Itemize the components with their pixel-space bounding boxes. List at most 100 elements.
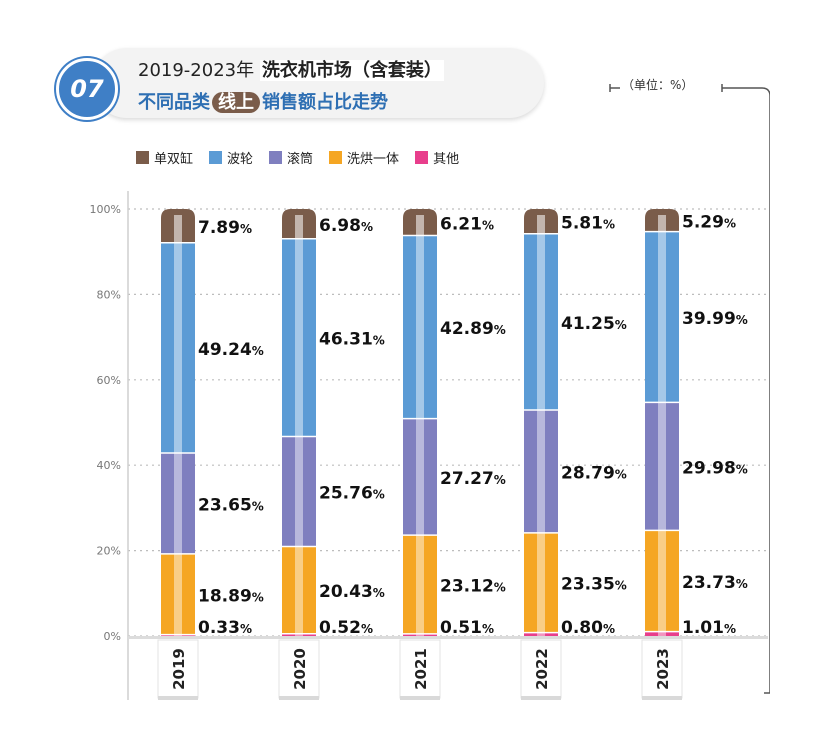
title-online-pill: 线上 xyxy=(212,92,260,113)
bar-segment-top-load xyxy=(524,233,558,410)
data-label: 20.43% xyxy=(319,582,385,602)
x-tick-label: 2022 xyxy=(533,648,551,690)
y-tick-label: 100% xyxy=(90,203,121,216)
bar-highlight xyxy=(174,553,182,635)
bar-segment-other xyxy=(524,632,558,636)
legend-item-other: 其他 xyxy=(415,148,459,167)
bar-highlight xyxy=(174,242,182,453)
data-label: 0.51% xyxy=(440,618,494,638)
bar-highlight xyxy=(174,215,182,243)
bar-segment-top-load xyxy=(403,235,437,419)
bar-segment-other xyxy=(282,633,316,636)
legend-item-front-load: 滚筒 xyxy=(269,148,313,167)
data-label: 29.98% xyxy=(682,458,748,478)
legend-swatch xyxy=(136,151,149,164)
year-tag-base xyxy=(400,696,440,700)
data-label: 49.24% xyxy=(198,340,264,360)
data-label: 0.52% xyxy=(319,618,373,638)
bar-highlight xyxy=(295,215,303,239)
year-tag-base xyxy=(642,696,682,700)
bar-highlight xyxy=(658,530,666,632)
y-tick-label: 80% xyxy=(97,288,121,301)
bar-highlight xyxy=(295,238,303,437)
year-tag-base xyxy=(279,696,319,700)
bar-segment-washer-dryer xyxy=(161,553,195,635)
data-label: 6.98% xyxy=(319,216,373,236)
bar-highlight xyxy=(174,452,182,554)
bar-segment-top-load xyxy=(282,238,316,437)
bar-segment-washer-dryer xyxy=(524,532,558,633)
title-category: 不同品类 xyxy=(138,92,210,113)
y-tick-label: 20% xyxy=(97,545,121,558)
legend: 单双缸 波轮 滚筒 洗烘一体 其他 xyxy=(136,148,459,167)
data-label: 23.12% xyxy=(440,576,506,596)
bar-highlight xyxy=(295,546,303,634)
data-label: 23.35% xyxy=(561,575,627,595)
bar-highlight xyxy=(537,215,545,234)
chart-header: 07 2019-2023年 洗衣机市场（含套装） 不同品类 线上 销售额占比走势 xyxy=(52,46,552,122)
bar-segment-washer-dryer xyxy=(645,530,679,632)
data-label: 28.79% xyxy=(561,463,627,483)
data-label: 0.80% xyxy=(561,618,615,638)
bar-highlight xyxy=(658,215,666,232)
bar-highlight xyxy=(658,231,666,403)
bar-highlight xyxy=(416,418,424,536)
legend-item-top-load: 波轮 xyxy=(209,148,253,167)
baseline xyxy=(128,636,768,639)
data-label: 0.33% xyxy=(198,618,252,638)
bar-highlight xyxy=(416,235,424,419)
bar-highlight xyxy=(416,215,424,236)
x-tick-label: 2023 xyxy=(654,648,672,690)
data-label: 46.31% xyxy=(319,330,385,350)
data-label: 42.89% xyxy=(440,319,506,339)
legend-label: 其他 xyxy=(433,152,460,167)
legend-label: 洗烘一体 xyxy=(347,152,400,167)
bar-highlight xyxy=(295,633,303,636)
legend-label: 单双缸 xyxy=(154,152,194,167)
legend-label: 波轮 xyxy=(227,152,254,167)
bar-highlight xyxy=(658,402,666,531)
data-label: 25.76% xyxy=(319,484,385,504)
unit-label: （单位：%） xyxy=(622,78,694,92)
bar-highlight xyxy=(416,633,424,636)
bar-segment-other xyxy=(645,631,679,636)
year-tag xyxy=(278,639,320,699)
bar-segment-top-load xyxy=(645,231,679,403)
year-tag xyxy=(399,639,441,699)
title-subject: 销售额占比走势 xyxy=(262,92,388,113)
legend-swatch xyxy=(269,151,283,164)
bar-segment-front-load xyxy=(524,409,558,533)
data-label: 5.29% xyxy=(682,212,736,232)
bar-highlight xyxy=(658,631,666,636)
data-label: 27.27% xyxy=(440,469,506,489)
data-label: 6.21% xyxy=(440,214,494,234)
legend-swatch xyxy=(415,151,429,164)
data-label: 5.81% xyxy=(561,213,615,233)
x-tick-label: 2020 xyxy=(291,648,309,690)
data-label: 23.73% xyxy=(682,573,748,593)
data-label: 41.25% xyxy=(561,314,627,334)
chart-title-line-2: 不同品类 线上 销售额占比走势 xyxy=(138,88,388,114)
bar-highlight xyxy=(416,535,424,634)
bar-segment-top-load xyxy=(161,242,195,453)
chart-number-badge: 07 xyxy=(56,58,118,120)
legend-item-single-twin-tub: 单双缸 xyxy=(136,148,193,167)
bar-highlight xyxy=(295,436,303,547)
bar-highlight xyxy=(537,233,545,410)
year-tag xyxy=(157,639,199,699)
legend-swatch xyxy=(329,151,343,164)
title-market: 洗衣机市场（含套装） xyxy=(259,60,444,81)
bar-highlight xyxy=(537,532,545,633)
y-tick-label: 40% xyxy=(97,459,121,472)
data-label: 7.89% xyxy=(198,218,252,238)
legend-item-washer-dryer: 洗烘一体 xyxy=(329,148,399,167)
year-tag xyxy=(520,639,562,699)
legend-label: 滚筒 xyxy=(287,152,314,167)
bar-segment-washer-dryer xyxy=(403,535,437,634)
year-tag-base xyxy=(521,696,561,700)
title-year-range: 2019-2023年 xyxy=(138,60,255,81)
legend-swatch xyxy=(209,151,223,164)
bar-segment-front-load xyxy=(282,436,316,547)
chart-title-line-1: 2019-2023年 洗衣机市场（含套装） xyxy=(138,56,444,82)
